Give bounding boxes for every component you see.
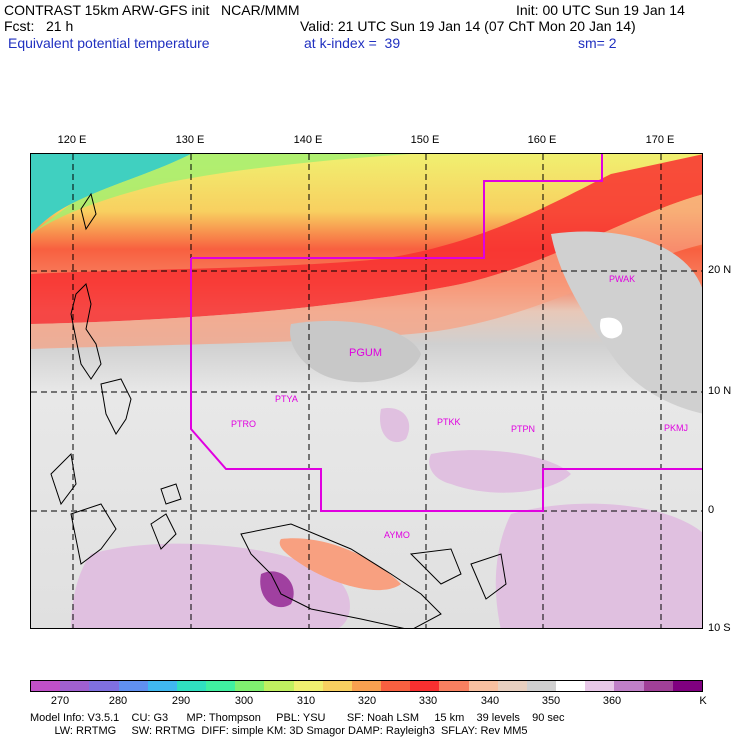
colorbar [30,680,703,692]
forecast-hour: Fcst: 21 h [4,18,74,34]
colorbar-swatch [351,681,382,691]
colorbar-swatch [206,681,236,691]
warm-band-region [31,154,702,324]
colorbar-swatch [118,681,148,691]
graticule [31,154,702,628]
dark-purple-patch [260,571,294,608]
colorbar-swatch [556,681,586,691]
model-title: CONTRAST 15km ARW-GFS init NCAR/MMM [4,2,300,18]
colorbar-swatch [381,681,411,691]
lat-label-0: 0 [708,504,715,516]
white-patch [600,317,623,339]
colorbar-swatch [468,681,498,691]
lon-label-130e: 130 E [175,134,205,146]
model-info-line2: LW: RRTMG SW: RRTMG DIFF: simple KM: 3D … [30,725,528,737]
station-pkmj: PKMJ [664,423,688,433]
init-time: Init: 00 UTC Sun 19 Jan 14 [516,2,685,18]
lon-label-150e: 150 E [410,134,440,146]
lat-label-10n: 10 N [708,385,732,397]
smoothing-info: sm= 2 [578,35,617,51]
cool-band-region [31,154,411,234]
colorbar-label-290: 290 [171,695,191,707]
colorbar-label-310: 310 [296,695,316,707]
theta-e-map: PWAK PGUM PTYA PTRO PTKK PTPN PKMJ AYMO [30,153,703,629]
lon-label-120e: 120 E [57,134,87,146]
grey-region-guam [290,320,421,383]
colorbar-label-340: 340 [480,695,500,707]
colorbar-swatch [526,681,557,691]
colorbar-swatch [643,681,673,691]
colorbar-label-350: 350 [541,695,561,707]
coastlines [50,192,507,628]
model-info-line1: Model Info: V3.5.1 CU: G3 MP: Thompson P… [30,712,565,724]
colorbar-label-320: 320 [357,695,377,707]
domain-boundary [190,258,702,512]
colorbar-swatch [497,681,527,691]
colorbar-swatch [60,681,90,691]
station-ptya: PTYA [275,394,298,404]
colorbar-swatch [264,681,294,691]
colorbar-swatch [439,681,469,691]
colorbar-swatch [614,681,644,691]
colorbar-swatch [672,681,702,691]
lat-label-10s: 10 S [708,622,731,634]
station-aymo: AYMO [384,530,410,540]
level-info: at k-index = 39 [304,35,401,51]
lon-label-170e: 170 E [645,134,675,146]
map-svg: PWAK PGUM PTYA PTRO PTKK PTPN PKMJ AYMO [31,154,702,628]
field-name: Equivalent potential temperature [8,35,210,51]
purple-patch-b [429,450,571,493]
colorbar-unit: K [699,695,707,707]
station-ptkk: PTKK [437,417,461,427]
colorbar-swatch [322,681,352,691]
colorbar-swatch [89,681,119,691]
station-ptpn: PTPN [511,424,535,434]
valid-time: Valid: 21 UTC Sun 19 Jan 14 (07 ChT Mon … [300,18,636,34]
colorbar-label-280: 280 [108,695,128,707]
purple-patch-d [495,503,702,628]
colorbar-label-270: 270 [50,695,70,707]
colorbar-label-300: 300 [234,695,254,707]
grey-region-east [551,231,702,414]
purple-patch-a [380,408,410,443]
lon-label-160e: 160 E [527,134,557,146]
colorbar-swatch [176,681,207,691]
cold-airmass-region [31,154,191,234]
colorbar-swatch [585,681,615,691]
warm-land-patch [279,538,401,591]
station-pgum: PGUM [349,347,382,359]
lon-label-140e: 140 E [293,134,323,146]
colorbar-swatch [410,681,440,691]
station-ptro: PTRO [231,419,256,429]
domain-boundary-north [191,154,603,259]
colorbar-label-360: 360 [602,695,622,707]
lat-label-20n: 20 N [708,264,732,276]
colorbar-label-330: 330 [418,695,438,707]
colorbar-swatch [293,681,323,691]
station-pwak: PWAK [609,274,635,284]
colorbar-swatch [235,681,265,691]
colorbar-swatch [31,681,61,691]
colorbar-swatch [147,681,177,691]
